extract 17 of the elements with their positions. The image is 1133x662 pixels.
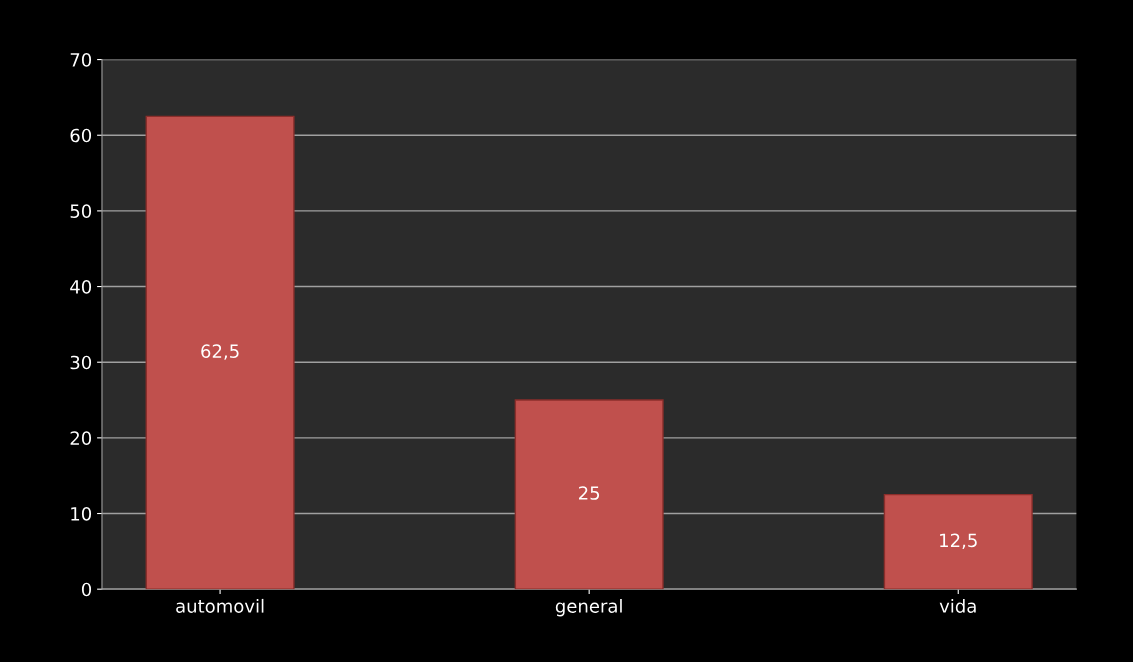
data-label: 25 (579, 486, 600, 500)
y-tick-label: 40 (70, 280, 92, 294)
y-tick-label: 50 (70, 204, 92, 219)
bar (514, 399, 664, 590)
y-tick-label: 60 (70, 128, 92, 143)
y-tick-label: 20 (70, 431, 92, 445)
x-tick-label: vida (939, 598, 976, 613)
data-label: 62,5 (201, 344, 239, 360)
bar (883, 493, 1033, 590)
x-tick-label: general (555, 598, 622, 617)
y-tick-label: 30 (70, 355, 92, 370)
x-tick-label: automovil (176, 598, 264, 613)
data-label: 12,5 (940, 533, 977, 549)
y-tick-label: 10 (71, 506, 92, 521)
y-tick-label: 0 (81, 582, 92, 597)
bar (145, 115, 295, 590)
y-tick-label: 70 (70, 53, 92, 67)
